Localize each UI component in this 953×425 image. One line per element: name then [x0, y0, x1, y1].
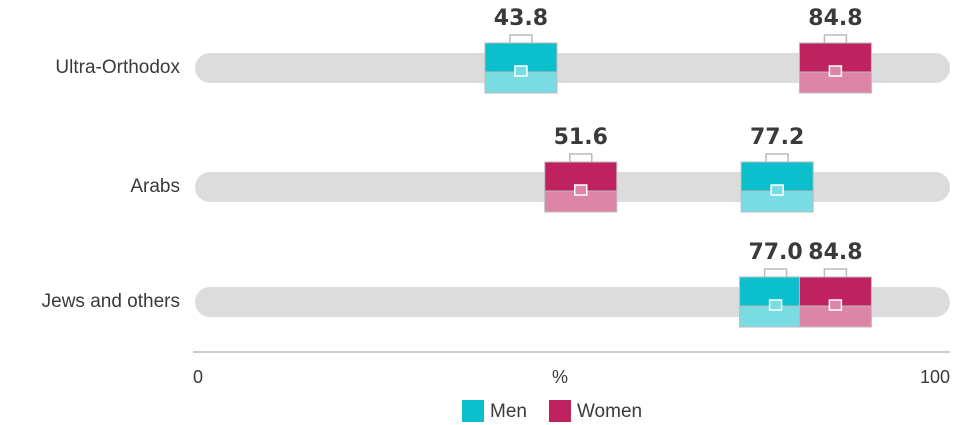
- category-label: Jews and others: [42, 291, 180, 312]
- value-label: 84.8: [808, 240, 862, 265]
- value-label: 84.8: [808, 6, 862, 31]
- track: [195, 53, 950, 83]
- legend-swatch: [548, 400, 571, 422]
- briefcase: [798, 268, 872, 328]
- briefcase: [544, 153, 618, 213]
- legend-swatch: [462, 400, 484, 422]
- briefcase-clasp: [828, 299, 843, 311]
- legend-label: Men: [490, 401, 527, 422]
- briefcase-clasp: [768, 299, 783, 311]
- x-tick-label: 0: [193, 367, 203, 387]
- value-label: 43.8: [494, 6, 548, 31]
- value-label: 77.2: [750, 125, 804, 150]
- briefcase-clasp: [770, 184, 784, 196]
- value-label: 51.6: [554, 125, 608, 150]
- briefcase-clasp: [574, 184, 588, 196]
- category-label: Arabs: [130, 176, 180, 197]
- value-label: 77.0: [748, 240, 802, 265]
- briefcase-clasp: [828, 65, 843, 77]
- x-tick-label: 100: [920, 367, 950, 387]
- briefcase-clasp: [514, 65, 528, 77]
- legend-label: Women: [577, 401, 642, 422]
- briefcase: [740, 153, 814, 213]
- briefcase: [798, 34, 872, 94]
- category-label: Ultra-Orthodox: [55, 57, 180, 78]
- briefcase: [484, 34, 558, 94]
- x-axis-label: %: [552, 367, 568, 387]
